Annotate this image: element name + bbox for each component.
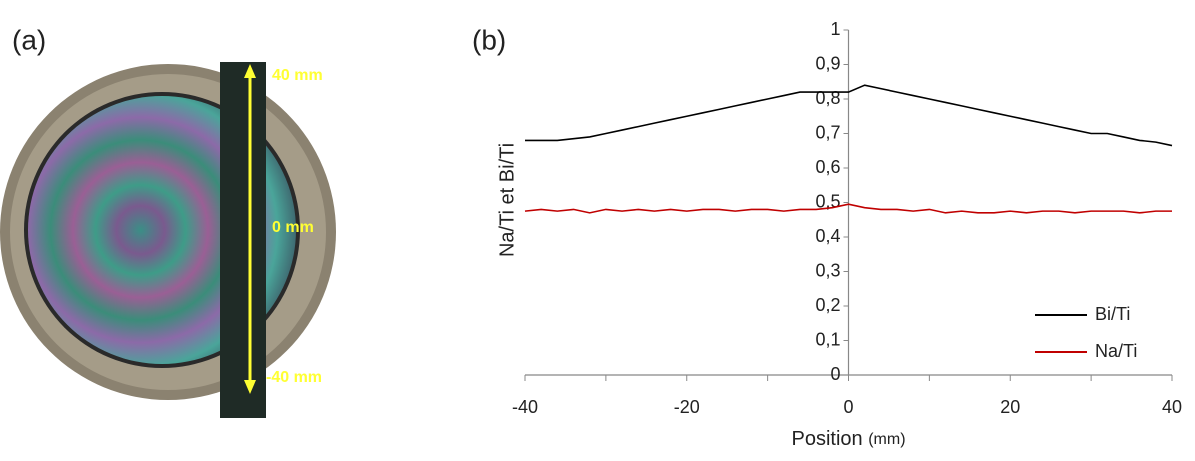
legend-label: Na/Ti [1095, 341, 1137, 361]
y-tick-label: 1 [830, 19, 840, 39]
x-tick-label: 40 [1162, 397, 1182, 417]
photo: (a) 40 mm 0 mm -40 mm [0, 24, 336, 418]
y-tick-label: 0,6 [815, 157, 840, 177]
analysis-strip [220, 62, 266, 418]
y-tick-label: 0,9 [815, 53, 840, 73]
data-line [525, 84, 1173, 147]
data-line [524, 203, 1172, 214]
y-tick-label: 0,7 [815, 122, 840, 142]
y-tick-label: 0,4 [815, 226, 840, 246]
annotation: 0 mm [272, 219, 314, 236]
y-tick-label: 0,3 [815, 260, 840, 280]
y-tick-label: 0,1 [815, 329, 840, 349]
y-axis-label: Na/Ti et Bi/Ti [496, 143, 518, 257]
x-axis-title: Position [791, 428, 862, 450]
y-tick-label: 0,5 [815, 191, 840, 211]
annotation: -40 mm [266, 369, 322, 386]
x-tick-label: -20 [674, 397, 700, 417]
legend-label: Bi/Ti [1095, 304, 1130, 324]
arrow-head [244, 64, 256, 78]
panel-label: (b) [472, 24, 506, 55]
arrow-head [244, 380, 256, 394]
x-tick-label: -40 [512, 397, 538, 417]
chart: (b) Na/Ti et Bi/Ti Position (mm) 0 0,1 0,2… [472, 19, 1182, 451]
y-tick-label: 0 [830, 364, 840, 384]
x-axis-label: Position (mm) [791, 428, 905, 450]
annotation: 40 mm [272, 67, 323, 84]
x-axis-unit: (mm) [868, 431, 905, 448]
x-tick-label: 20 [1000, 397, 1020, 417]
panel-label: (a) [12, 24, 46, 55]
x-tick-label: 0 [843, 397, 853, 417]
y-tick-label: 0,2 [815, 295, 840, 315]
y-tick-label: 0,8 [815, 88, 840, 108]
